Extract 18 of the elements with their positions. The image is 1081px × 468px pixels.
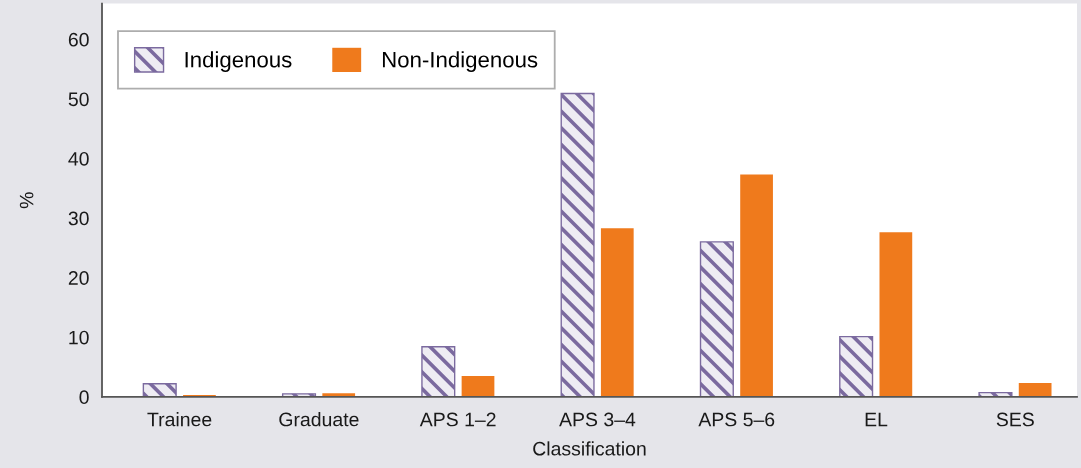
x-tick-label: Trainee xyxy=(147,412,212,427)
x-tick-label: Graduate xyxy=(279,412,359,427)
x-tick-label: APS 5–6 xyxy=(698,412,775,427)
legend-label: Indigenous xyxy=(185,51,292,72)
y-tick-label: 50 xyxy=(68,92,89,107)
legend-label: Non-Indigenous xyxy=(382,51,538,72)
y-tick-label: 40 xyxy=(68,151,89,166)
y-tick-label: 0 xyxy=(79,390,89,405)
x-tick-label: EL xyxy=(865,412,888,427)
y-axis-title: % xyxy=(19,192,34,209)
x-tick-label: APS 1–2 xyxy=(419,412,496,427)
y-tick-label: 60 xyxy=(68,32,89,47)
y-tick-label: 10 xyxy=(69,330,89,345)
x-tick-label: SES xyxy=(996,412,1034,427)
x-axis-title: Classification xyxy=(533,441,646,456)
y-tick-label: 30 xyxy=(68,211,89,226)
y-tick-label: 20 xyxy=(68,271,89,285)
x-tick-label: APS 3–4 xyxy=(559,412,636,427)
